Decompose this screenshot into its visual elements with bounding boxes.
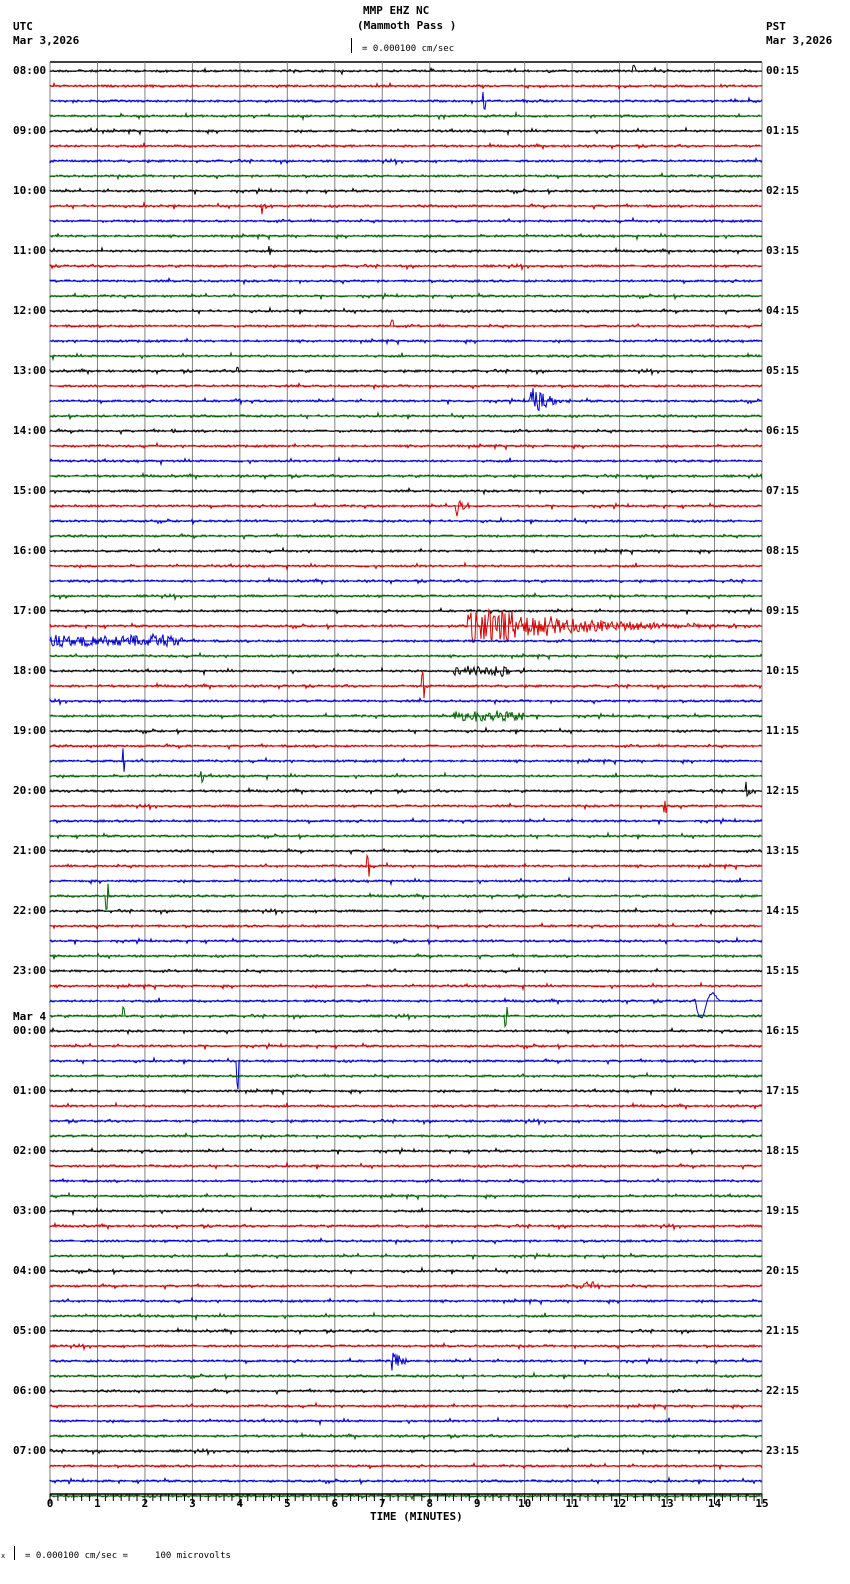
pst-label: 18:15 (766, 1144, 800, 1157)
utc-label: 01:00 (13, 1084, 47, 1097)
utc-date-label: Mar 4 (13, 1010, 47, 1023)
pst-label: 02:15 (766, 184, 800, 197)
utc-label: 23:00 (13, 964, 47, 977)
pst-label: 05:15 (766, 364, 800, 377)
x-tick-label: 3 (189, 1497, 196, 1510)
utc-label: 08:00 (13, 64, 47, 77)
utc-label: 17:00 (13, 604, 47, 617)
footer-scale-bar-icon (14, 1546, 15, 1560)
left-timezone: UTC (13, 20, 33, 33)
utc-label: 16:00 (13, 544, 47, 557)
utc-label: 05:00 (13, 1324, 47, 1337)
utc-label: 09:00 (13, 124, 47, 137)
pst-label: 10:15 (766, 664, 800, 677)
pst-label: 08:15 (766, 544, 800, 557)
pst-label: 04:15 (766, 304, 800, 317)
utc-label: 15:00 (13, 484, 47, 497)
station-location: (Mammoth Pass ) (357, 19, 457, 32)
right-date: Mar 3,2026 (766, 34, 833, 47)
scale-bar-icon (351, 38, 352, 53)
pst-label: 16:15 (766, 1024, 800, 1037)
x-tick-label: 5 (284, 1497, 291, 1510)
utc-label: 02:00 (13, 1144, 47, 1157)
utc-label: 03:00 (13, 1204, 47, 1217)
pst-label: 15:15 (766, 964, 800, 977)
utc-label: 19:00 (13, 724, 47, 737)
x-tick-label: 8 (426, 1497, 434, 1510)
utc-label: 20:00 (13, 784, 47, 797)
x-tick-label: 6 (331, 1497, 339, 1510)
pst-label: 09:15 (766, 604, 800, 617)
x-tick-label: 15 (755, 1497, 769, 1510)
station-title: MMP EHZ NC (363, 4, 430, 17)
pst-label: 00:15 (766, 64, 800, 77)
pst-label: 07:15 (766, 484, 800, 497)
pst-label: 22:15 (766, 1384, 800, 1397)
utc-label: 07:00 (13, 1444, 47, 1457)
scale-label: = 0.000100 cm/sec (362, 44, 455, 54)
utc-label: 21:00 (13, 844, 47, 857)
x-tick-label: 0 (46, 1497, 54, 1510)
pst-label: 11:15 (766, 724, 800, 737)
x-axis-title: TIME (MINUTES) (370, 1510, 463, 1523)
pst-label: 03:15 (766, 244, 800, 257)
utc-label: 06:00 (13, 1384, 47, 1397)
x-tick-label: 1 (94, 1497, 101, 1510)
x-tick-label: 13 (660, 1497, 674, 1510)
x-tick-label: 14 (707, 1497, 722, 1510)
utc-label: 13:00 (13, 364, 47, 377)
pst-label: 01:15 (766, 124, 800, 137)
pst-label: 14:15 (766, 904, 800, 917)
pst-label: 06:15 (766, 424, 800, 437)
footer-scale-prefix: x (1, 1552, 6, 1560)
x-tick-label: 2 (141, 1497, 149, 1510)
utc-label: 22:00 (13, 904, 47, 917)
pst-label: 12:15 (766, 784, 800, 797)
utc-label: 18:00 (13, 664, 47, 677)
right-timezone: PST (766, 20, 786, 33)
pst-label: 21:15 (766, 1324, 800, 1337)
pst-label: 13:15 (766, 844, 800, 857)
pst-label: 23:15 (766, 1444, 800, 1457)
x-tick-label: 9 (473, 1497, 481, 1510)
left-date: Mar 3,2026 (13, 34, 80, 47)
utc-label: 10:00 (13, 184, 47, 197)
x-tick-label: 4 (236, 1497, 244, 1510)
x-tick-label: 10 (518, 1497, 532, 1510)
pst-label: 20:15 (766, 1264, 800, 1277)
utc-label: 12:00 (13, 304, 47, 317)
pst-label: 17:15 (766, 1084, 800, 1097)
footer-scale-label: = 0.000100 cm/sec = 100 microvolts (25, 1551, 231, 1561)
utc-label: 04:00 (13, 1264, 47, 1277)
x-tick-label: 7 (378, 1497, 386, 1510)
utc-label: 14:00 (13, 424, 47, 437)
pst-label: 19:15 (766, 1204, 800, 1217)
x-tick-label: 12 (612, 1497, 627, 1510)
x-tick-label: 11 (565, 1497, 579, 1510)
utc-label: 11:00 (13, 244, 47, 257)
utc-label: 00:00 (13, 1024, 47, 1037)
